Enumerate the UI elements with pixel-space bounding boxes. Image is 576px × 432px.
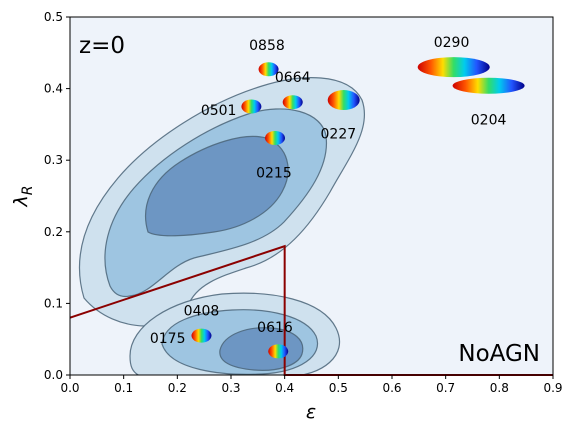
galaxy-label-0408: 0408 [184, 304, 220, 320]
galaxy-marker-0501 [241, 99, 262, 114]
galaxy-label-0204: 0204 [471, 112, 507, 128]
galaxy-label-0501: 0501 [201, 103, 237, 119]
x-tick-label: 0.5 [329, 381, 348, 395]
y-tick-label: 0.1 [44, 296, 63, 310]
galaxy-label-0175: 0175 [150, 331, 186, 347]
redshift-label: z=0 [79, 33, 125, 59]
plot-frame [69, 16, 554, 376]
y-tick-label: 0.0 [44, 368, 63, 382]
x-tick-label: 0.3 [221, 381, 240, 395]
y-axis-label-subscript: R [20, 186, 36, 196]
galaxy-label-0290: 0290 [434, 35, 470, 51]
x-tick-label: 0.6 [382, 381, 401, 395]
contour-inner-lower [219, 327, 304, 371]
y-tick-label: 0.5 [44, 10, 63, 24]
model-label: NoAGN [458, 341, 540, 367]
galaxy-label-0215: 0215 [256, 165, 292, 181]
y-axis-label-symbol: λ [10, 195, 32, 207]
x-tick-label: 0.9 [543, 381, 562, 395]
galaxy-label-0227: 0227 [321, 127, 357, 143]
y-tick-label: 0.2 [44, 225, 63, 239]
galaxy-marker-0664 [282, 95, 303, 110]
x-tick-label: 0.8 [490, 381, 509, 395]
x-tick-label: 0.1 [114, 381, 133, 395]
galaxy-label-0616: 0616 [257, 320, 293, 336]
y-tick-label: 0.3 [44, 153, 63, 167]
x-tick-label: 0.0 [60, 381, 79, 395]
galaxy-marker-0215 [265, 131, 286, 146]
x-tick-label: 0.7 [436, 381, 455, 395]
galaxy-labels: 0858 0664 0501 0227 0215 0290 0204 0408 0175 0616 [150, 35, 507, 347]
galaxy-marker-0858 [258, 62, 279, 77]
galaxy-markers [191, 57, 525, 359]
galaxy-marker-0616 [268, 344, 289, 359]
y-axis-label: λR [10, 186, 36, 208]
x-axis-label: ε [306, 401, 316, 423]
x-axis: 0.0 0.1 0.2 0.3 0.4 0.5 0.6 0.7 0.8 0.9 [60, 375, 563, 395]
contour-inner-upper [144, 135, 289, 237]
galaxy-marker-0227 [327, 90, 360, 111]
galaxy-label-0664: 0664 [275, 70, 311, 86]
x-tick-label: 0.4 [275, 381, 294, 395]
x-tick-label: 0.2 [168, 381, 187, 395]
galaxy-label-0858: 0858 [249, 38, 285, 54]
y-axis: 0.0 0.1 0.2 0.3 0.4 0.5 [44, 10, 70, 382]
galaxy-marker-0290 [417, 57, 490, 78]
y-tick-label: 0.4 [44, 82, 63, 96]
galaxy-marker-0204 [452, 77, 525, 94]
galaxy-marker-0408 [191, 328, 212, 343]
